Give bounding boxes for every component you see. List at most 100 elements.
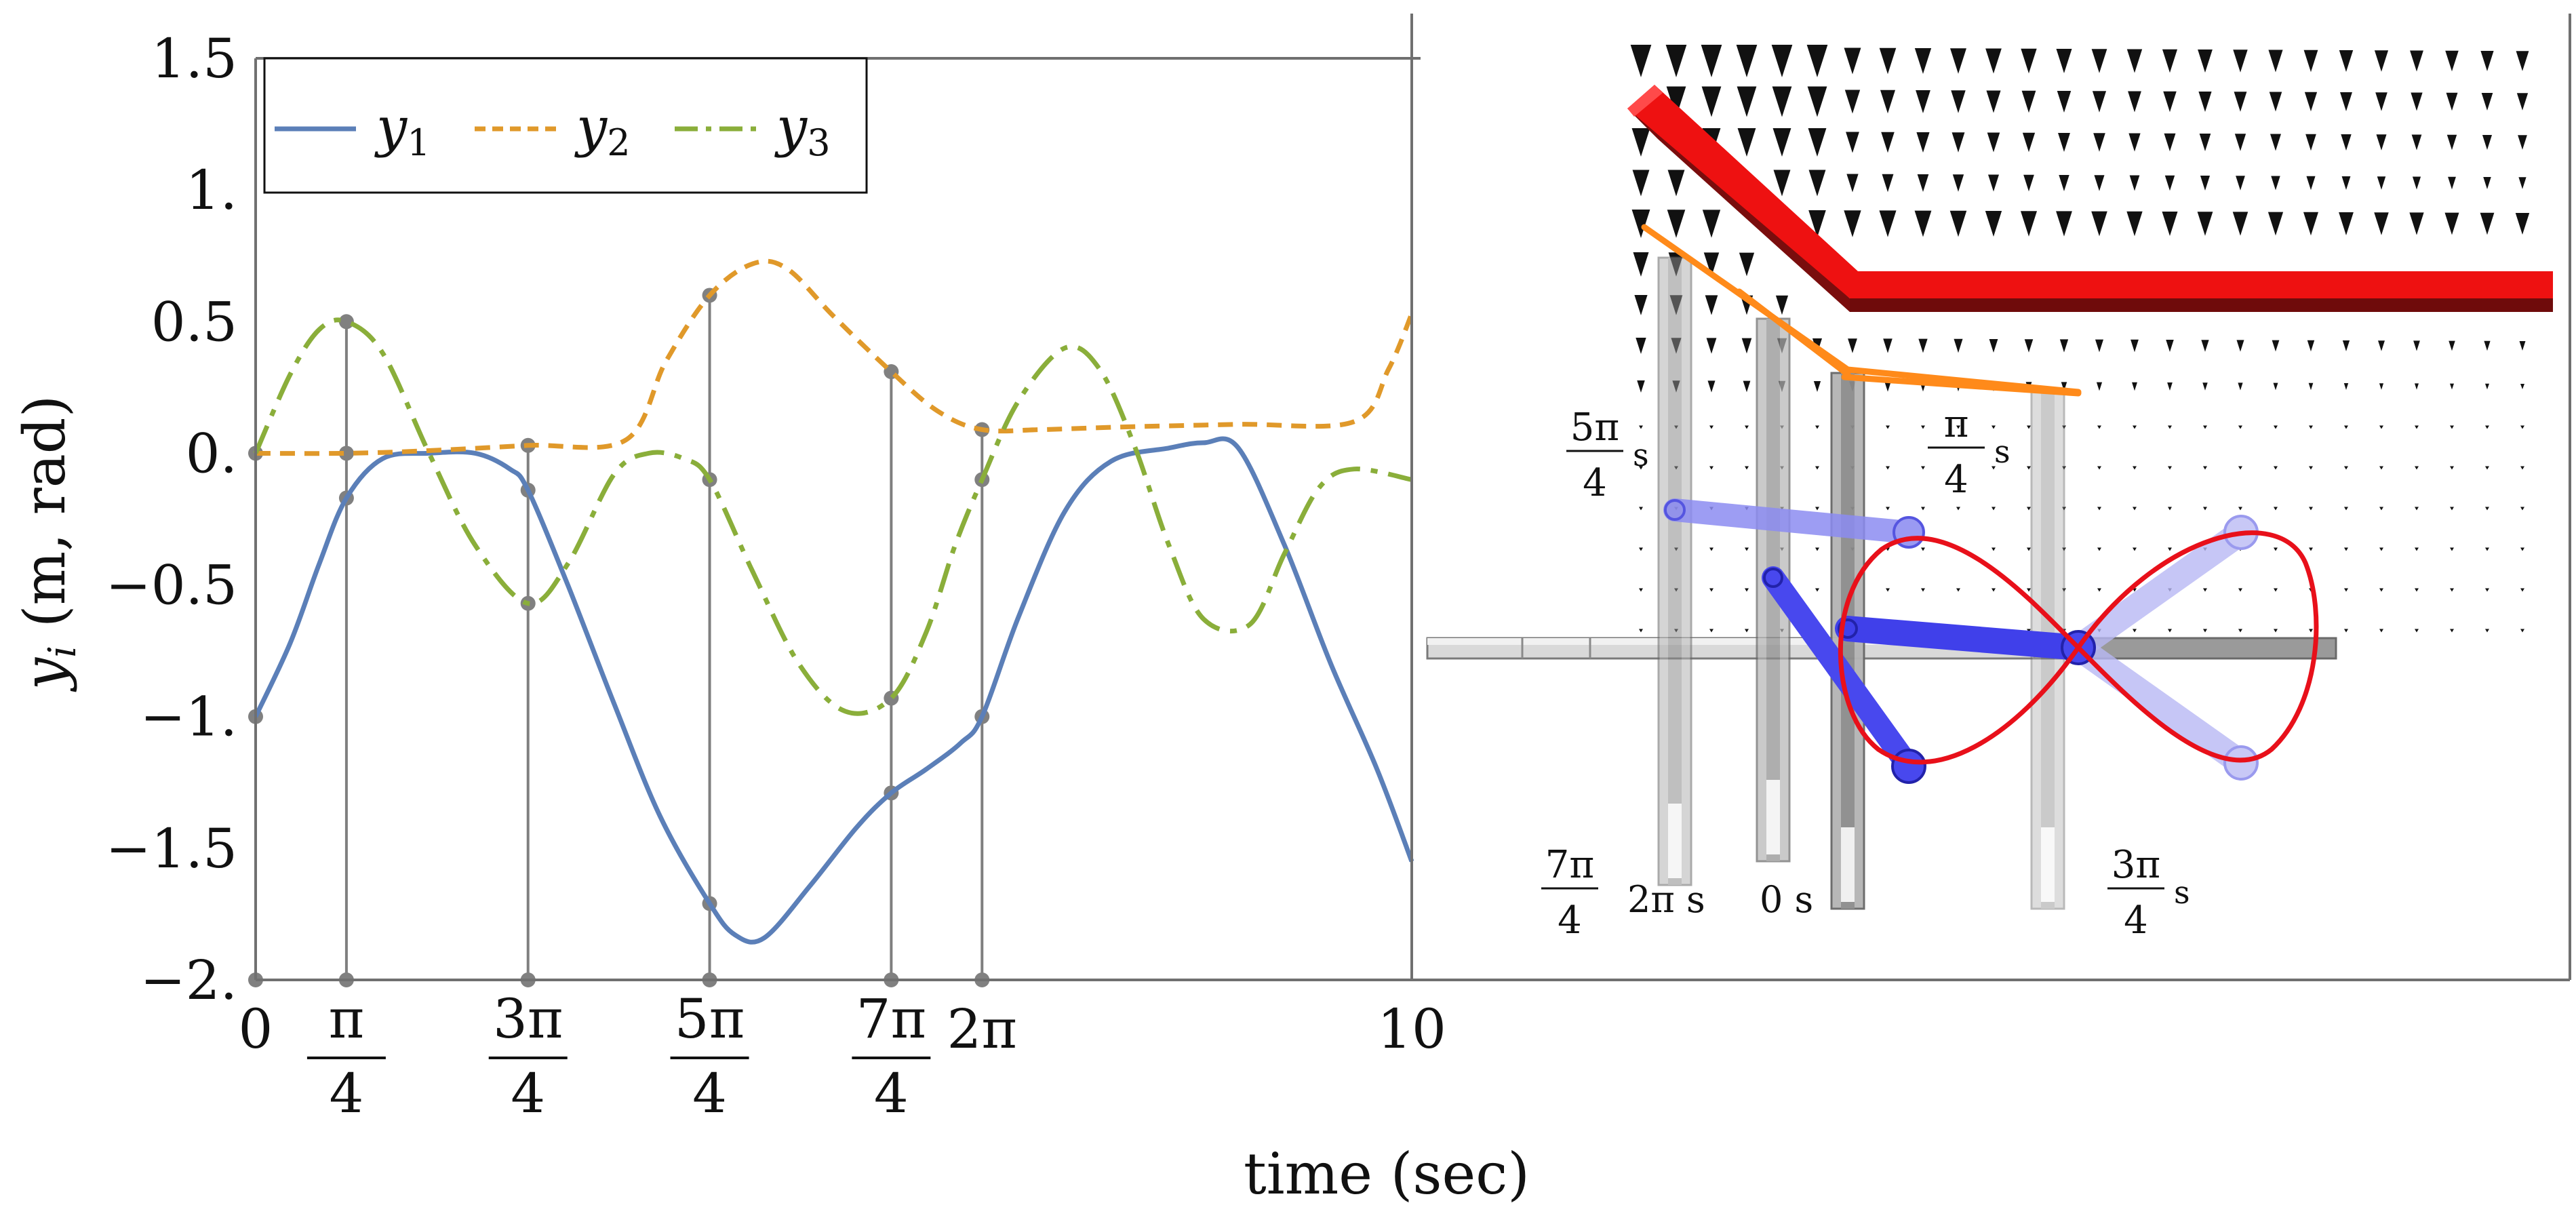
x-tick-label: 10	[1377, 998, 1446, 1061]
y-axis-label-units: (m, rad)	[12, 395, 78, 628]
scene-label-2pi: 2π s	[1627, 878, 1705, 921]
field-arrow	[2097, 507, 2101, 511]
field-arrow	[2128, 91, 2141, 113]
scene-label-unit: s	[1994, 433, 2010, 470]
field-arrow	[2412, 176, 2421, 190]
x-tick-fraction: 3π4	[488, 987, 568, 1125]
field-arrow	[1985, 211, 2002, 237]
legend-label: y2	[574, 96, 631, 164]
field-arrow	[2485, 588, 2489, 592]
field-arrow	[2062, 507, 2066, 511]
field-arrow	[1954, 338, 1963, 353]
scene-label-zero: 0 s	[1760, 878, 1813, 921]
field-arrow	[2128, 133, 2141, 152]
field-arrow	[2449, 340, 2455, 351]
scene-label-numerator: 7π	[1545, 843, 1594, 887]
field-arrow	[2027, 507, 2031, 511]
x-tick-denominator: 4	[874, 1062, 909, 1125]
field-arrow	[2200, 176, 2211, 191]
field-arrow	[1884, 381, 1891, 392]
x-tick-denominator: 4	[511, 1062, 545, 1125]
field-arrow	[1914, 210, 1932, 237]
field-arrow	[1709, 466, 1713, 470]
field-arrow	[1956, 507, 1960, 511]
field-arrow	[1743, 380, 1751, 393]
field-arrow	[2238, 382, 2243, 391]
field-arrow	[1992, 466, 1996, 470]
field-arrow	[2133, 425, 2137, 429]
field-arrow	[1703, 252, 1720, 277]
field-arrow	[2096, 382, 2103, 391]
field-arrow	[1951, 132, 1965, 153]
field-arrow	[2444, 212, 2459, 235]
field-arrow	[2520, 547, 2524, 551]
field-arrow	[2309, 629, 2313, 633]
field-arrow	[2343, 383, 2349, 390]
field-arrow	[2344, 629, 2348, 633]
field-arrow	[2379, 383, 2384, 390]
field-arrow	[2203, 507, 2207, 511]
field-arrow	[2238, 588, 2242, 592]
legend-entry-y3: y3	[675, 96, 831, 164]
field-arrow	[2057, 91, 2072, 113]
x-tick-numerator: π	[329, 987, 365, 1050]
post-slot	[1766, 780, 1780, 854]
field-arrow	[1741, 338, 1752, 354]
post-slot	[1668, 804, 1682, 878]
field-arrow	[2061, 382, 2067, 391]
field-arrow	[2485, 507, 2489, 511]
field-arrow	[2168, 466, 2172, 470]
field-arrow	[1815, 547, 1819, 551]
field-arrow	[1848, 338, 1857, 353]
field-arrow	[2236, 340, 2244, 352]
field-arrow	[2236, 176, 2245, 191]
field-arrow	[2058, 133, 2070, 152]
scene-label-denominator: 4	[1558, 899, 1582, 943]
field-arrow	[2202, 382, 2208, 391]
field-arrow	[1886, 466, 1890, 470]
field-arrow	[2062, 466, 2066, 470]
field-arrow	[1882, 174, 1894, 193]
field-arrow	[2379, 507, 2383, 511]
field-arrow	[2446, 134, 2457, 151]
field-arrow	[2374, 212, 2389, 235]
field-arrow	[2415, 588, 2419, 592]
field-arrow	[1737, 86, 1757, 117]
field-arrow	[2379, 547, 2383, 551]
field-arrow	[1775, 295, 1789, 315]
field-arrow	[2304, 92, 2318, 112]
field-arrow	[2062, 588, 2066, 592]
field-arrow	[2168, 507, 2172, 511]
field-arrow	[1667, 170, 1685, 197]
field-arrow	[2307, 340, 2315, 352]
field-arrow	[2093, 133, 2105, 152]
field-arrow	[2450, 547, 2454, 551]
support-post	[1657, 256, 1692, 886]
field-arrow	[1701, 45, 1722, 77]
field-arrow	[2410, 50, 2423, 72]
field-arrow	[2267, 212, 2284, 236]
field-arrow	[1879, 210, 1897, 237]
field-arrow	[2342, 340, 2350, 351]
field-arrow	[2199, 134, 2211, 151]
field-arrow	[1709, 547, 1713, 551]
field-arrow	[1771, 45, 1793, 77]
field-arrow	[2374, 50, 2389, 72]
field-arrow	[2133, 466, 2137, 470]
field-arrow	[1773, 170, 1791, 197]
x-tick-fraction: 7π4	[852, 987, 931, 1125]
field-arrow	[2516, 51, 2529, 71]
field-arrow	[2062, 547, 2066, 551]
field-arrow	[2448, 176, 2456, 190]
field-arrow	[1639, 466, 1643, 470]
field-arrow	[2415, 466, 2419, 470]
field-arrow	[2133, 547, 2137, 551]
y-tick-label: −1.	[140, 686, 237, 749]
field-arrow	[2234, 134, 2246, 151]
field-arrow	[2520, 588, 2524, 592]
field-arrow	[2097, 466, 2101, 470]
field-arrow	[1633, 252, 1649, 277]
field-arrow	[1956, 588, 1960, 592]
field-arrow	[2197, 212, 2213, 236]
